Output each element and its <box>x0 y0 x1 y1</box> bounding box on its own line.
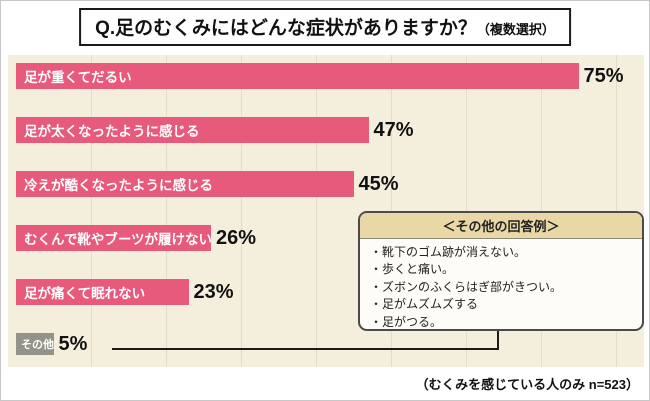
callout-list: ・靴下のゴム跡が消えない。 ・歩くと痛い。・ズボンのふくらはぎ部がきつい。 ・足がム… <box>360 239 642 329</box>
bar-value-label: 45% <box>358 172 399 195</box>
callout-item: ・足がつる。 <box>370 314 443 329</box>
bar-category-label: 冷えが酷くなったように感じる <box>24 178 213 193</box>
bar-category-label: 足が重くてだるい <box>24 70 132 85</box>
gridline <box>166 55 167 367</box>
bar-category-label: その他 <box>21 339 54 351</box>
callout-connector-horizontal-line <box>112 348 499 350</box>
bars-container: 足が重くてだるい 75% 足が太くなったように感じる 47% 冷えが酷くなったように感じ… <box>16 63 644 383</box>
sample-size-note: （むくみを感じている人のみ n=523） <box>415 377 639 392</box>
bar-0: 足が重くてだるい <box>16 63 579 89</box>
callout-connector-vertical-line <box>497 330 499 350</box>
bar-2: 冷えが酷くなったように感じる <box>16 171 354 197</box>
callout-item: ・歩くと痛い。 <box>370 262 455 277</box>
bar-row: むくんで靴やブーツが履けない 26% <box>16 225 644 251</box>
bar-4: 足が痛くて眠れない <box>16 279 189 305</box>
bar-row: 足が太くなったように感じる 47% <box>16 117 644 143</box>
chart-title-box: Q.足のむくみにはどんな症状がありますか？（複数選択） <box>79 8 571 46</box>
chart-title-suffix: （複数選択） <box>476 22 555 37</box>
other-answers-callout: ＜その他の回答例＞ ・靴下のゴム跡が消えない。 ・歩くと痛い。・ズボンのふくらはぎ… <box>358 211 644 331</box>
bar-value-label: 23% <box>193 280 234 303</box>
bar-row: その他 5% <box>16 333 644 355</box>
chart-title: Q.足のむくみにはどんな症状がありますか？ <box>95 18 477 39</box>
callout-item: ・足がムズムズする <box>370 297 479 312</box>
bar-5: その他 <box>16 333 54 355</box>
bar-3: むくんで靴やブーツが履けない <box>16 225 213 251</box>
gridline <box>241 55 242 367</box>
callout-item: ・ズボンのふくらはぎ部がきつい。 <box>370 279 563 294</box>
gridline <box>316 55 317 367</box>
bar-row: 足が痛くて眠れない 23% <box>16 279 644 305</box>
bar-category-label: むくんで靴やブーツが履けない <box>24 232 213 247</box>
gridline <box>91 55 92 367</box>
bar-1: 足が太くなったように感じる <box>16 117 369 143</box>
callout-header: ＜その他の回答例＞ <box>360 213 642 239</box>
bar-category-label: 足が太くなったように感じる <box>24 124 200 139</box>
bar-value-label: 47% <box>373 118 414 141</box>
bar-value-label: 5% <box>58 332 88 355</box>
bar-category-label: 足が痛くて眠れない <box>24 286 146 301</box>
callout-item: ・靴下のゴム跡が消えない。 <box>370 245 527 259</box>
bar-row: 冷えが酷くなったように感じる 45% <box>16 171 644 197</box>
bar-row: 足が重くてだるい 75% <box>16 63 644 89</box>
bar-value-label: 26% <box>216 226 257 249</box>
chart-area: 足が重くてだるい 75% 足が太くなったように感じる 47% 冷えが酷くなったように感じ… <box>8 55 644 367</box>
bar-value-label: 75% <box>583 64 624 87</box>
